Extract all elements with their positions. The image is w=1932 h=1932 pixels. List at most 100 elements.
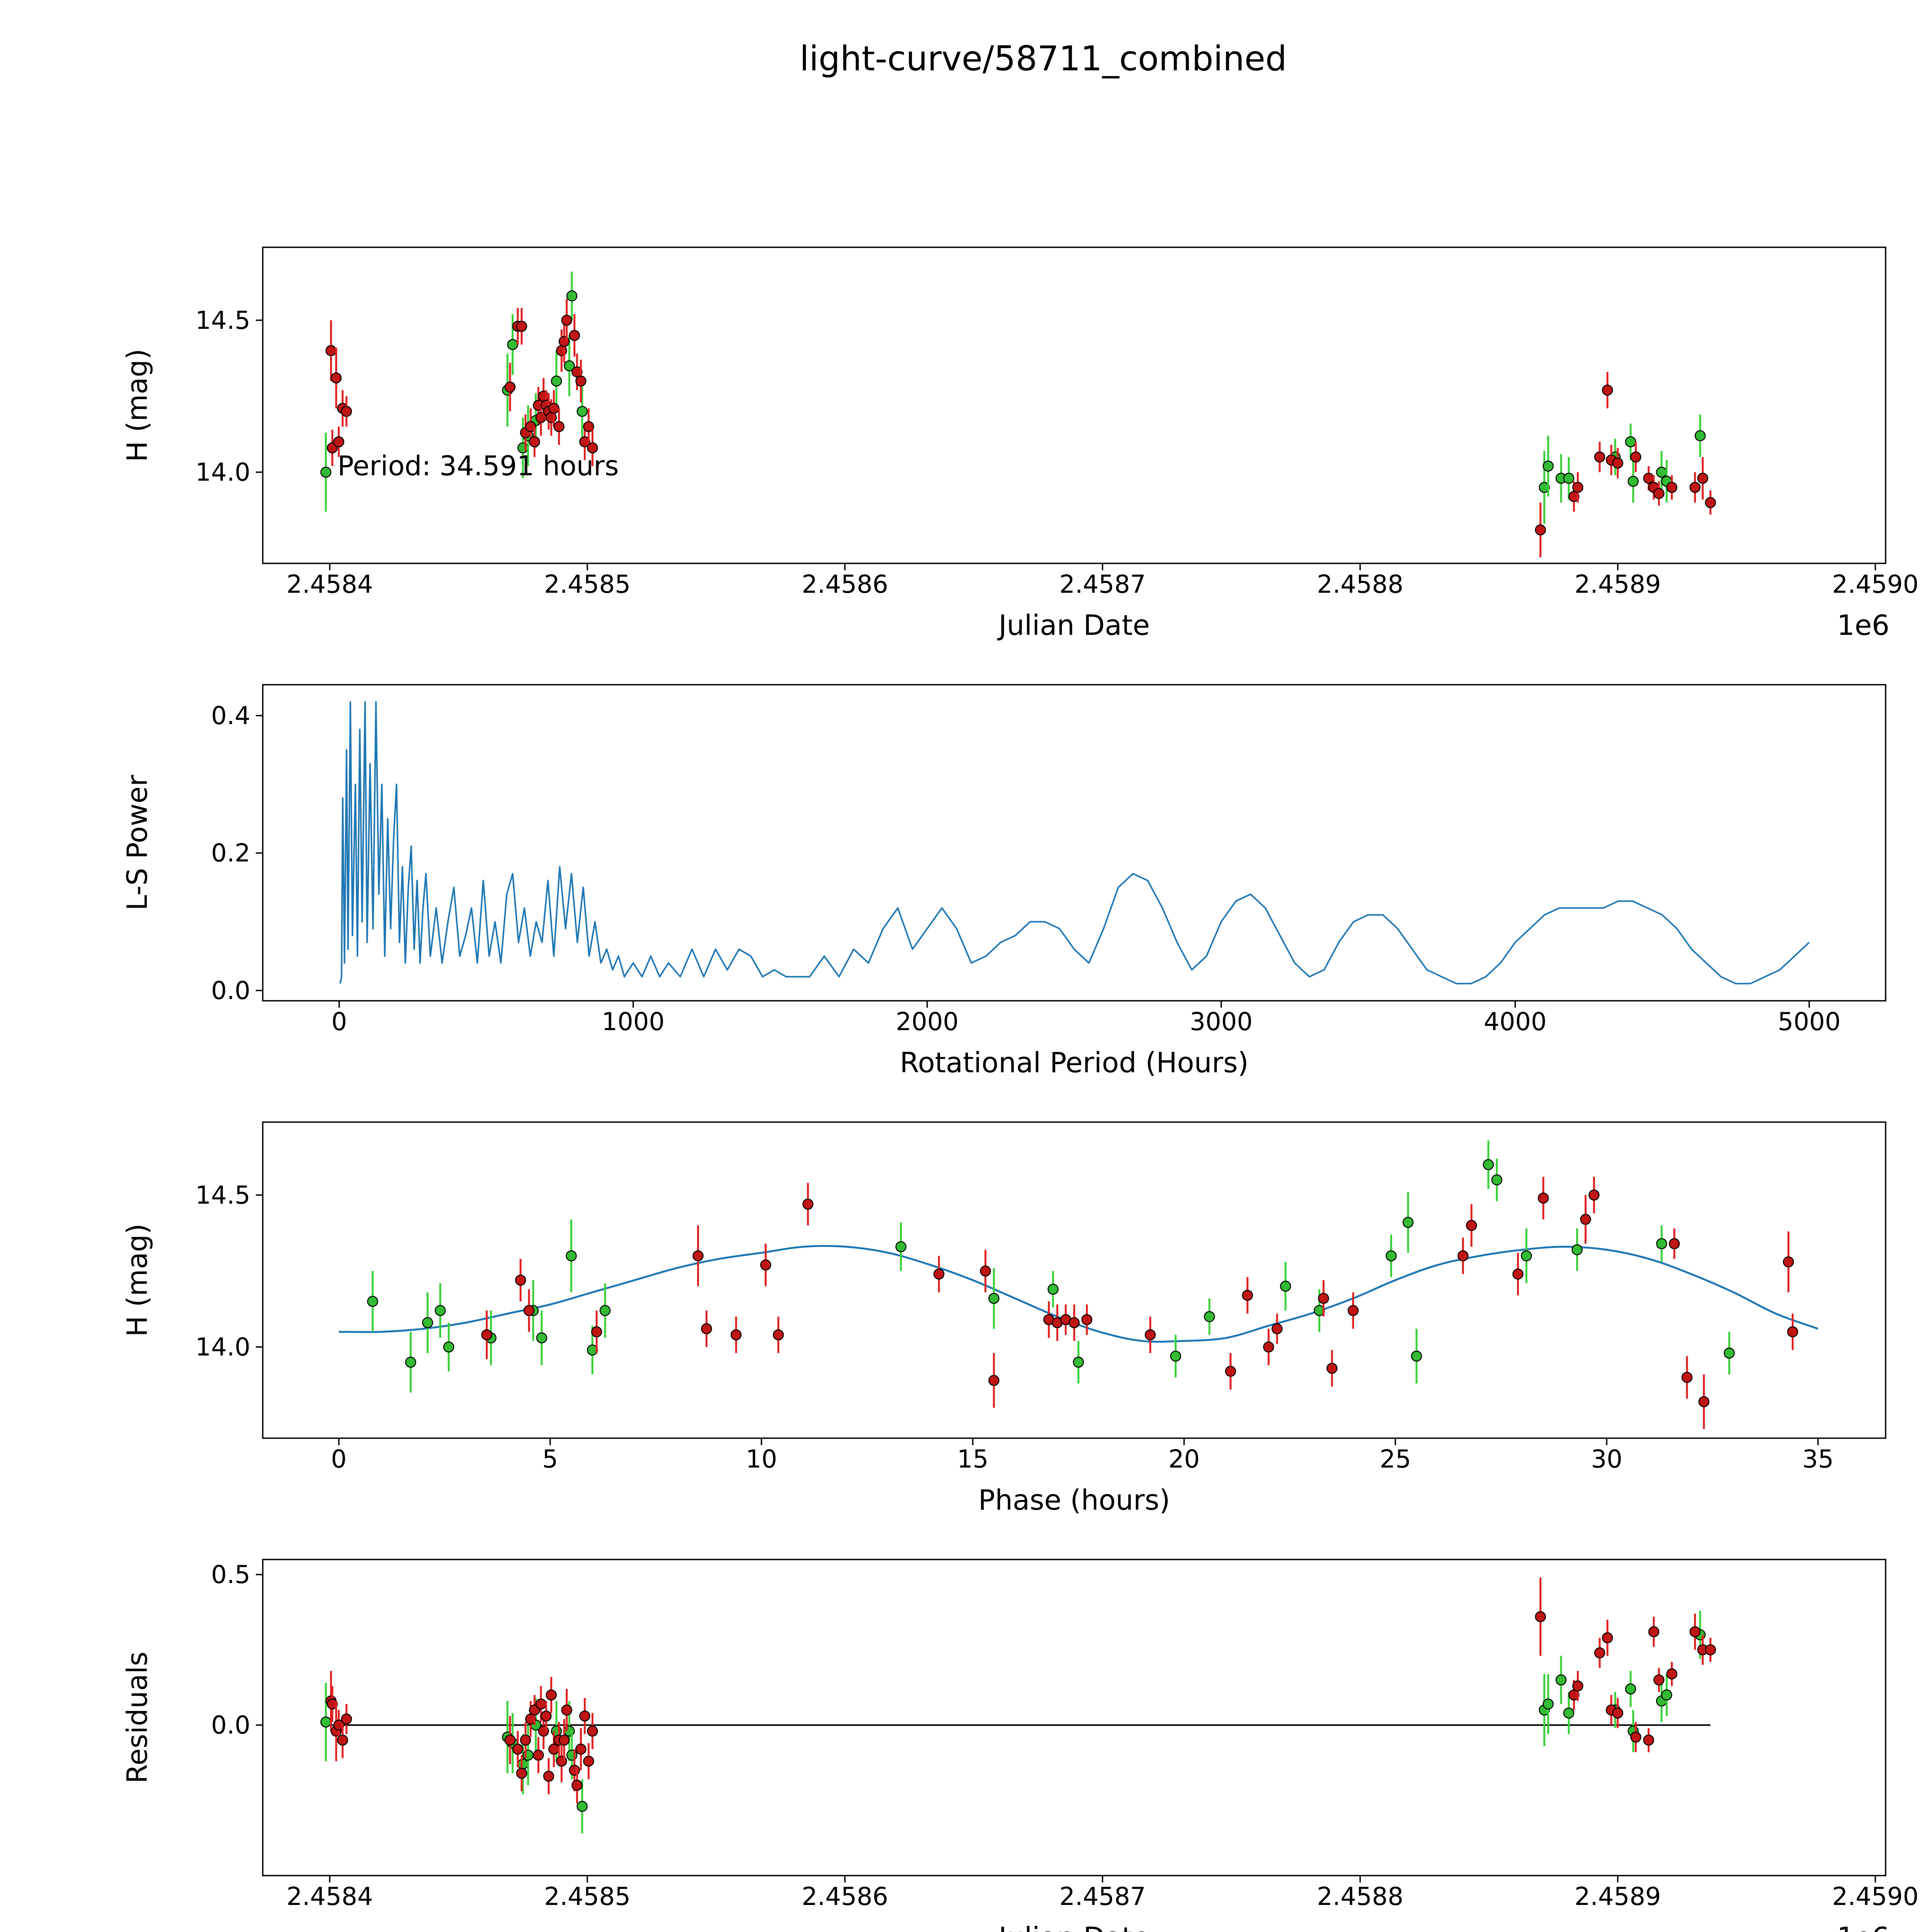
red-phased-point <box>1068 1317 1080 1328</box>
y-axis-label: Residuals <box>121 1651 153 1784</box>
red-phased-point <box>1537 1192 1549 1204</box>
y-tick-label: 14.0 <box>196 1333 251 1362</box>
panel-4: 2.4584 2.4585 2.4586 2.4587 2.4588 2.4589 2.45… <box>121 1559 1918 1932</box>
x-tick-label: 0 <box>331 1445 347 1474</box>
axes-frame <box>262 684 1886 1002</box>
red-obs-point <box>525 421 536 432</box>
green-phased-point <box>1571 1244 1583 1255</box>
green-phased-point <box>1656 1238 1667 1249</box>
red-residuals-point <box>1594 1647 1605 1658</box>
green-phased-point <box>1386 1250 1397 1262</box>
y-tick-label: 14.0 <box>196 458 251 487</box>
sinusoid-fit-line <box>338 1245 1818 1343</box>
green-obs-point <box>566 290 578 302</box>
red-phased-point <box>523 1305 535 1316</box>
green-residuals-point <box>320 1716 332 1728</box>
red-phased-point <box>1580 1214 1591 1225</box>
red-obs-point <box>1602 384 1613 396</box>
red-phased-point <box>773 1329 784 1340</box>
red-obs-point <box>1535 524 1546 536</box>
green-obs-point <box>1628 476 1639 487</box>
red-phased-point <box>1588 1189 1600 1201</box>
red-residuals-point <box>535 1698 547 1710</box>
red-residuals-point <box>1630 1731 1641 1743</box>
red-residuals-point <box>541 1710 552 1722</box>
green-phased-point <box>1521 1250 1532 1262</box>
red-phased-point <box>481 1329 492 1340</box>
red-phased-point <box>701 1323 712 1335</box>
x-tick-label: 2.4590 <box>1832 570 1918 599</box>
red-phased-point <box>1681 1372 1693 1383</box>
red-residuals-point <box>512 1743 524 1755</box>
green-phased-point <box>1170 1350 1181 1362</box>
x-tick-label: 25 <box>1380 1445 1411 1474</box>
x-tick-label: 2000 <box>896 1008 959 1036</box>
green-obs-point <box>1656 466 1667 478</box>
y-tick-label: 0.0 <box>211 976 250 1005</box>
red-obs-point <box>1612 457 1623 469</box>
red-obs-point <box>504 381 516 393</box>
red-obs-point <box>1697 473 1708 484</box>
x-tick-label: 15 <box>957 1445 988 1474</box>
red-residuals-point <box>587 1725 598 1737</box>
y-tick-label: 0.0 <box>211 1711 250 1740</box>
red-obs-point <box>333 436 344 447</box>
red-phased-point <box>1225 1366 1236 1377</box>
red-residuals-point <box>583 1755 594 1767</box>
red-obs-point <box>579 436 590 447</box>
red-residuals-point <box>333 1719 344 1731</box>
green-phased-point <box>1073 1357 1084 1368</box>
red-phased-point <box>1668 1238 1680 1249</box>
red-residuals-point <box>1535 1611 1546 1622</box>
red-phased-point <box>591 1326 602 1337</box>
x-tick-label: 2.4586 <box>802 1883 888 1911</box>
axes-frame <box>262 1559 1886 1876</box>
green-phased-point <box>422 1317 433 1328</box>
red-phased-point <box>1787 1326 1798 1337</box>
green-phased-point <box>1280 1281 1291 1292</box>
green-phased-point <box>536 1332 548 1344</box>
green-phased-point <box>1411 1350 1422 1362</box>
red-obs-point <box>553 421 565 432</box>
red-obs-point <box>1572 482 1583 493</box>
x-tick-label: 2.4586 <box>802 570 888 599</box>
y-axis-label: H (mag) <box>121 1223 153 1337</box>
green-residuals-point <box>517 1759 529 1770</box>
green-phased-point <box>566 1250 577 1262</box>
red-phased-point <box>1326 1362 1338 1374</box>
red-phased-point <box>1145 1329 1156 1340</box>
red-obs-point <box>516 321 527 332</box>
red-phased-point <box>692 1250 704 1262</box>
x-tick-label: 2.4584 <box>286 570 373 599</box>
red-residuals-point <box>1689 1626 1701 1638</box>
axis-offset-label: 1e6 <box>1837 609 1889 641</box>
red-obs-point <box>1689 482 1701 493</box>
red-residuals-point <box>546 1689 557 1701</box>
red-residuals-point <box>548 1743 560 1755</box>
panel-3-series <box>338 1140 1818 1429</box>
red-obs-point <box>1594 451 1605 463</box>
red-residuals-point <box>533 1750 544 1761</box>
red-obs-point <box>529 436 540 447</box>
red-phased-point <box>980 1265 991 1277</box>
green-residuals-point <box>1563 1708 1575 1719</box>
red-obs-point <box>325 345 337 356</box>
green-phased-point <box>1402 1217 1414 1228</box>
red-phased-point <box>1242 1290 1253 1301</box>
red-residuals-point <box>1648 1626 1660 1638</box>
red-residuals-point <box>571 1780 583 1791</box>
red-residuals-point <box>558 1735 570 1746</box>
red-obs-point <box>548 403 560 414</box>
green-phased-point <box>405 1357 417 1368</box>
axes-frame <box>262 1121 1886 1439</box>
green-residuals-point <box>1625 1683 1636 1695</box>
green-residuals-point <box>1543 1698 1554 1710</box>
red-residuals-point <box>575 1743 587 1755</box>
green-obs-point <box>1625 436 1636 447</box>
red-phased-point <box>802 1199 814 1210</box>
green-obs-point <box>1539 482 1550 493</box>
red-phased-point <box>1783 1256 1794 1268</box>
red-obs-point <box>561 315 572 326</box>
x-tick-label: 10 <box>746 1445 777 1474</box>
